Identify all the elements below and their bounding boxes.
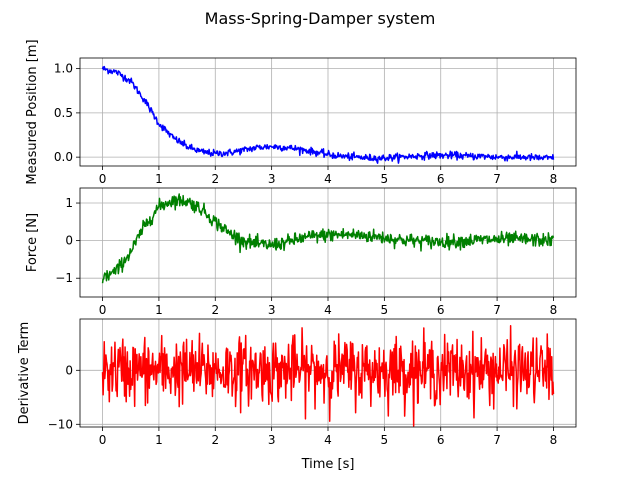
axes-1: 0 1 2 3 4 5 6 7 8 0.0 0.5 1.0 Measured Position [m]	[25, 39, 577, 186]
y-axis-label: Measured Position [m]	[25, 39, 40, 184]
x-tick-label: 0	[99, 303, 107, 317]
y-tick-label: 1.0	[54, 62, 73, 76]
x-tick-label: 2	[211, 433, 219, 447]
y-tick-label: 1	[65, 196, 73, 210]
x-tick-label: 5	[381, 172, 389, 186]
y-tick-label: −10	[48, 417, 73, 431]
y-tick-label: 0	[65, 363, 73, 377]
figure-title: Mass-Spring-Damper system	[205, 9, 436, 28]
x-tick-label: 6	[437, 172, 445, 186]
series-line-1	[101, 324, 555, 427]
x-tick-label: 7	[493, 303, 501, 317]
y-axis-label: Derivative Term	[17, 322, 32, 425]
grid	[80, 188, 576, 297]
x-tick-label: 7	[493, 433, 501, 447]
x-tick-label: 6	[437, 433, 445, 447]
axes-2: 0 1 2 3 4 5 6 7 8 −1 0 1 Force [N]	[25, 187, 577, 317]
x-tick-label: 4	[324, 303, 332, 317]
y-tick-label: 0.0	[54, 150, 73, 164]
x-axis-label: Time [s]	[301, 457, 355, 472]
x-tick-label: 1	[155, 433, 163, 447]
x-tick-label: 3	[268, 303, 276, 317]
x-tick-label: 2	[211, 303, 219, 317]
x-tick-label: 8	[550, 433, 558, 447]
x-tick-label: 5	[381, 303, 389, 317]
x-tick-label: 6	[437, 303, 445, 317]
x-tick-label: 3	[268, 172, 276, 186]
y-tick-label: 0.5	[54, 106, 73, 120]
x-tick-label: 8	[550, 172, 558, 186]
x-tick-label: 8	[550, 303, 558, 317]
x-tick-label: 2	[211, 172, 219, 186]
series-line-1	[101, 65, 555, 164]
y-axis-label: Force [N]	[25, 213, 40, 272]
series-line-1	[101, 193, 555, 284]
y-tick-label: 0	[65, 234, 73, 248]
x-tick-label: 0	[99, 433, 107, 447]
x-tick-label: 5	[381, 433, 389, 447]
x-tick-label: 7	[493, 172, 501, 186]
x-tick-label: 4	[324, 172, 332, 186]
x-tick-label: 3	[268, 433, 276, 447]
x-tick-label: 1	[155, 172, 163, 186]
x-tick-label: 1	[155, 303, 163, 317]
axes-3: 0 1 2 3 4 5 6 7 8 −10 0 Derivative Term Time [s]	[17, 318, 577, 472]
x-tick-label: 0	[99, 172, 107, 186]
x-tick-label: 4	[324, 433, 332, 447]
y-tick-label: −1	[55, 271, 73, 285]
